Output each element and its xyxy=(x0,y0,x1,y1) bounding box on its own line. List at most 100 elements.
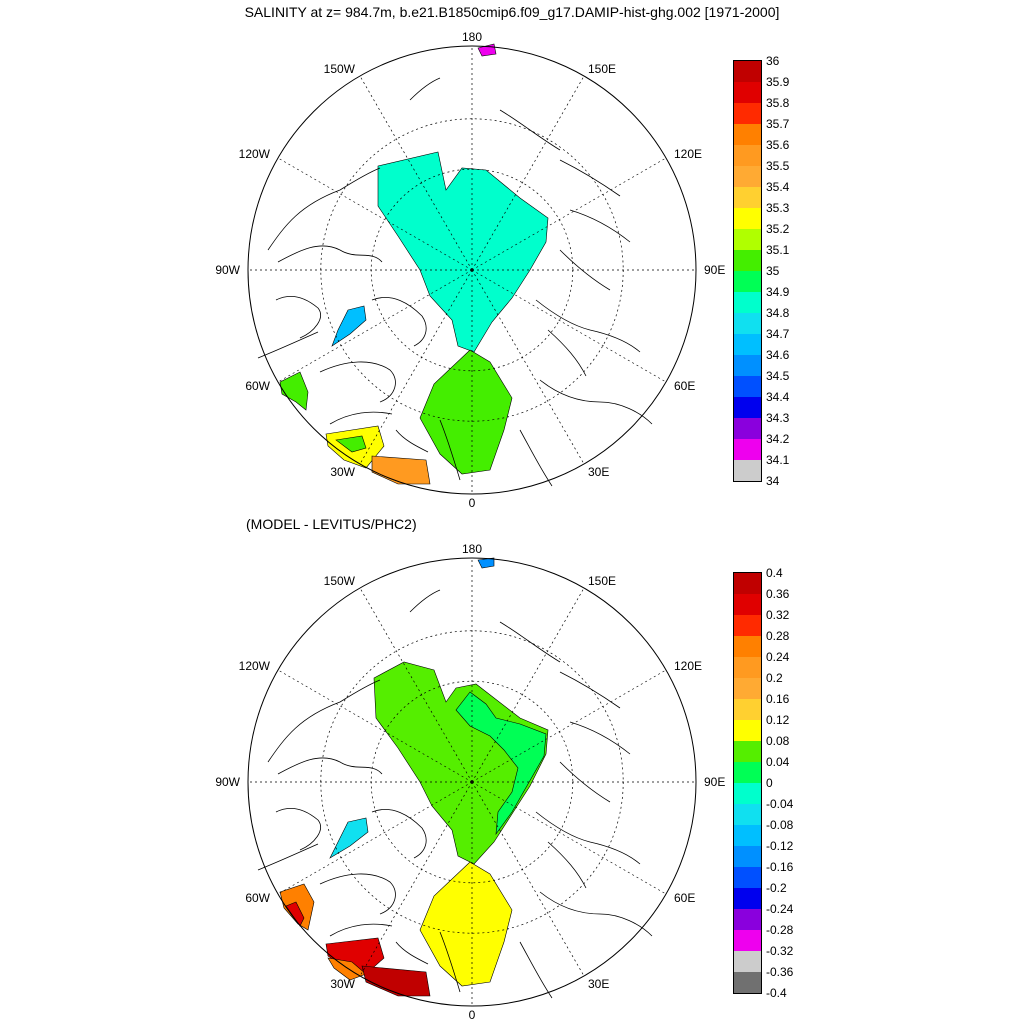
colorbar-tick-label: 35.3 xyxy=(766,201,790,215)
colorbar-swatch xyxy=(734,867,761,888)
colorbar-swatch xyxy=(734,888,761,909)
colorbar-swatch xyxy=(734,208,761,229)
colorbar-swatch xyxy=(734,124,761,145)
graticule xyxy=(248,558,696,1006)
colorbar-tick-label: -0.16 xyxy=(766,860,794,874)
colorbar-tick-label: 34.5 xyxy=(766,369,790,383)
colorbar-tick-label: 0.04 xyxy=(766,755,790,769)
lon-label-0: 0 xyxy=(469,1008,476,1022)
colorbar-swatch xyxy=(734,82,761,103)
bottom-shaded-regions xyxy=(279,557,549,997)
colorbar-swatch xyxy=(734,762,761,783)
nordic-seas-region xyxy=(419,861,513,987)
colorbar-swatch xyxy=(734,376,761,397)
lon-label-150w: 150W xyxy=(324,62,356,76)
colorbar-swatch xyxy=(734,103,761,124)
colorbar-swatch xyxy=(734,397,761,418)
lon-label-120w: 120W xyxy=(239,659,271,673)
colorbar-tick-label: 35.1 xyxy=(766,243,790,257)
map-boundary-circle xyxy=(247,45,697,495)
colorbar-tick-label: 0.28 xyxy=(766,629,790,643)
colorbar-tick-label: 34.1 xyxy=(766,453,790,467)
meridian-line xyxy=(277,781,473,895)
top-shaded-regions xyxy=(279,43,549,485)
lon-label-30w: 30W xyxy=(330,465,355,479)
colorbar-swatch xyxy=(734,615,761,636)
lon-label-90w: 90W xyxy=(215,263,240,277)
baffin-bay-region xyxy=(329,817,369,859)
colorbar-swatch xyxy=(734,720,761,741)
lon-label-30w: 30W xyxy=(330,977,355,991)
colorbar-swatch xyxy=(734,972,761,993)
colorbar-swatch xyxy=(734,636,761,657)
colorbar-tick-label: -0.12 xyxy=(766,839,794,853)
colorbar-tick-label: 35.7 xyxy=(766,117,790,131)
figure-title: SALINITY at z= 984.7m, b.e21.B1850cmip6.… xyxy=(244,4,780,20)
colorbar-tick-label: -0.28 xyxy=(766,923,794,937)
north-atlantic-orange-region xyxy=(371,455,431,485)
colorbar-swatch xyxy=(734,439,761,460)
colorbar-tick-label: 35.5 xyxy=(766,159,790,173)
colorbar-swatch xyxy=(734,930,761,951)
colorbar-tick-label: 35.9 xyxy=(766,75,790,89)
colorbar-swatch xyxy=(734,145,761,166)
colorbar-tick-label: 0.36 xyxy=(766,587,790,601)
colorbar-tick-label: 35.8 xyxy=(766,96,790,110)
north-atlantic-green-region xyxy=(335,435,367,453)
colorbar-tick-label: -0.32 xyxy=(766,944,794,958)
colorbar-tick-label: 0.32 xyxy=(766,608,790,622)
labrador-sea-region xyxy=(279,371,309,411)
colorbar-swatch xyxy=(734,166,761,187)
north-atlantic-darkred-region xyxy=(361,965,431,997)
colorbar-swatch xyxy=(734,292,761,313)
graticule xyxy=(248,46,696,494)
colorbar-tick-label: 34.4 xyxy=(766,390,790,404)
colorbar-tick-label: 0.12 xyxy=(766,713,790,727)
colorbar-tick-label: -0.36 xyxy=(766,965,794,979)
map-boundary-circle xyxy=(247,557,697,1007)
lon-label-120w: 120W xyxy=(239,147,271,161)
top-polar-map: 180 0 150W 150E 120W 120E 90W 90E 60W 60… xyxy=(215,30,725,510)
colorbar-swatch xyxy=(734,355,761,376)
colorbar-swatch xyxy=(734,229,761,250)
lon-label-120e: 120E xyxy=(674,659,702,673)
lon-label-90w: 90W xyxy=(215,775,240,789)
colorbar-swatch xyxy=(734,418,761,439)
lon-label-60w: 60W xyxy=(245,379,270,393)
colorbar-swatch xyxy=(734,573,761,594)
lon-label-60e: 60E xyxy=(674,891,695,905)
colorbar-tick-label: 34.2 xyxy=(766,432,790,446)
colorbar-tick-label: -0.4 xyxy=(766,986,787,1000)
colorbar-tick-label: 0.16 xyxy=(766,692,790,706)
colorbar-tick-label: 0.08 xyxy=(766,734,790,748)
bottom-colorbar xyxy=(733,572,762,994)
colorbar-swatch xyxy=(734,313,761,334)
colorbar-swatch xyxy=(734,334,761,355)
meridian-line xyxy=(471,781,667,895)
meridian-line xyxy=(471,669,667,783)
colorbar-swatch xyxy=(734,846,761,867)
colorbar-tick-label: 35.2 xyxy=(766,222,790,236)
meridian-line xyxy=(471,75,585,271)
lon-label-30e: 30E xyxy=(588,465,609,479)
coastlines xyxy=(257,77,653,487)
colorbar-tick-label: 34.8 xyxy=(766,306,790,320)
lon-label-30e: 30E xyxy=(588,977,609,991)
bottom-polar-map: 180 0 150W 150E 120W 120E 90W 90E 60W 60… xyxy=(215,542,725,1022)
colorbar-swatch xyxy=(734,187,761,208)
colorbar-tick-label: 0.24 xyxy=(766,650,790,664)
colorbar-swatch xyxy=(734,271,761,292)
colorbar-swatch xyxy=(734,460,761,481)
colorbar-tick-label: 34.3 xyxy=(766,411,790,425)
colorbar-tick-label: 35.6 xyxy=(766,138,790,152)
meridian-line xyxy=(471,269,667,383)
lon-label-60w: 60W xyxy=(245,891,270,905)
meridian-line xyxy=(277,157,473,271)
colorbar-tick-label: 0 xyxy=(766,776,773,790)
lon-label-180: 180 xyxy=(462,542,482,556)
meridian-line xyxy=(277,669,473,783)
lon-label-60e: 60E xyxy=(674,379,695,393)
colorbar-tick-label: 0.4 xyxy=(766,566,783,580)
meridian-line xyxy=(359,269,473,465)
colorbar-tick-label: 34.6 xyxy=(766,348,790,362)
